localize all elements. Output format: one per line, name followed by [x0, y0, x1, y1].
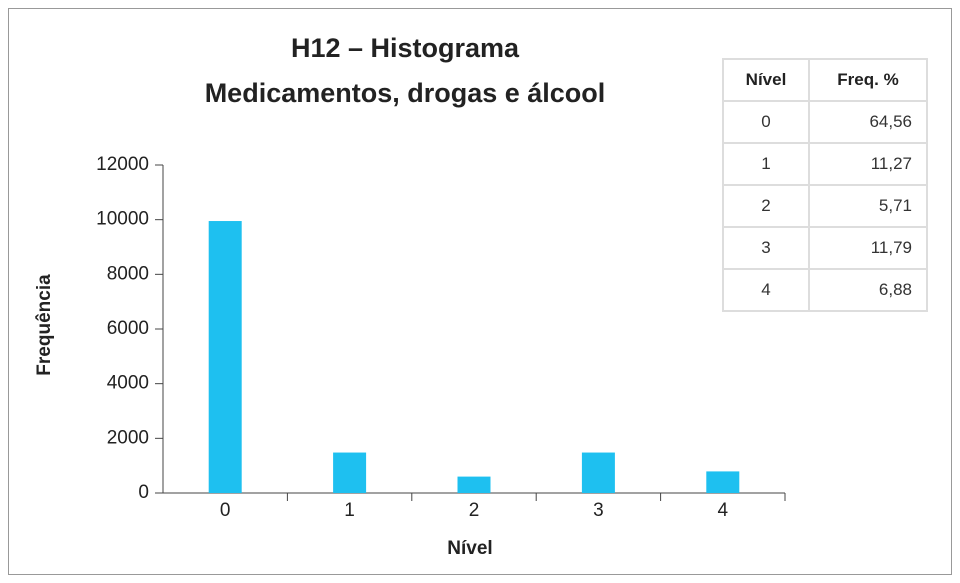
- x-tick-label: 4: [718, 500, 729, 521]
- table-cell: 4: [722, 268, 810, 312]
- table-row: 0 64,56: [722, 100, 928, 144]
- x-tick-label: 1: [344, 500, 355, 521]
- x-tick-label: 2: [469, 500, 480, 521]
- frequency-table: Nível Freq. % 0 64,56 1 11,27 2 5,71 3 11,79 4 6,…: [722, 58, 928, 312]
- y-axis-label: Frequência: [34, 274, 55, 376]
- table-row: 4 6,88: [722, 268, 928, 312]
- x-axis-label: Nível: [447, 538, 492, 559]
- table-cell: 2: [722, 184, 810, 228]
- bar: [581, 452, 615, 493]
- chart-title: Medicamentos, drogas e álcool: [205, 78, 606, 108]
- table-cell: 64,56: [808, 100, 928, 144]
- frame: [8, 8, 952, 575]
- table-cell: 0: [722, 100, 810, 144]
- x-tick-label: 3: [593, 500, 604, 521]
- table-cell: 3: [722, 226, 810, 270]
- x-tick-label: 0: [220, 500, 231, 521]
- bar: [208, 221, 242, 494]
- bar: [706, 471, 740, 493]
- y-tick-label: 8000: [107, 263, 149, 284]
- header-row: Nível Freq. %: [722, 58, 928, 102]
- table-cell: 5,71: [808, 184, 928, 228]
- table-cell: 11,27: [808, 142, 928, 186]
- table-cell: 1: [722, 142, 810, 186]
- header-cell: Freq. %: [808, 58, 928, 102]
- chart-title: H12 – Histograma: [291, 33, 520, 63]
- bar: [333, 452, 367, 493]
- y-tick-label: 0: [138, 482, 149, 503]
- bar: [457, 476, 491, 493]
- y-tick-label: 10000: [96, 209, 149, 230]
- y-tick-label: 4000: [107, 373, 149, 394]
- table-cell: 11,79: [808, 226, 928, 270]
- y-tick-label: 2000: [107, 427, 149, 448]
- y-tick-label: 6000: [107, 318, 149, 339]
- table-row: 3 11,79: [722, 226, 928, 270]
- header-cell: Nível: [722, 58, 810, 102]
- y-tick-label: 12000: [96, 154, 149, 175]
- table-row: 1 11,27: [722, 142, 928, 186]
- table-row: 2 5,71: [722, 184, 928, 228]
- table-cell: 6,88: [808, 268, 928, 312]
